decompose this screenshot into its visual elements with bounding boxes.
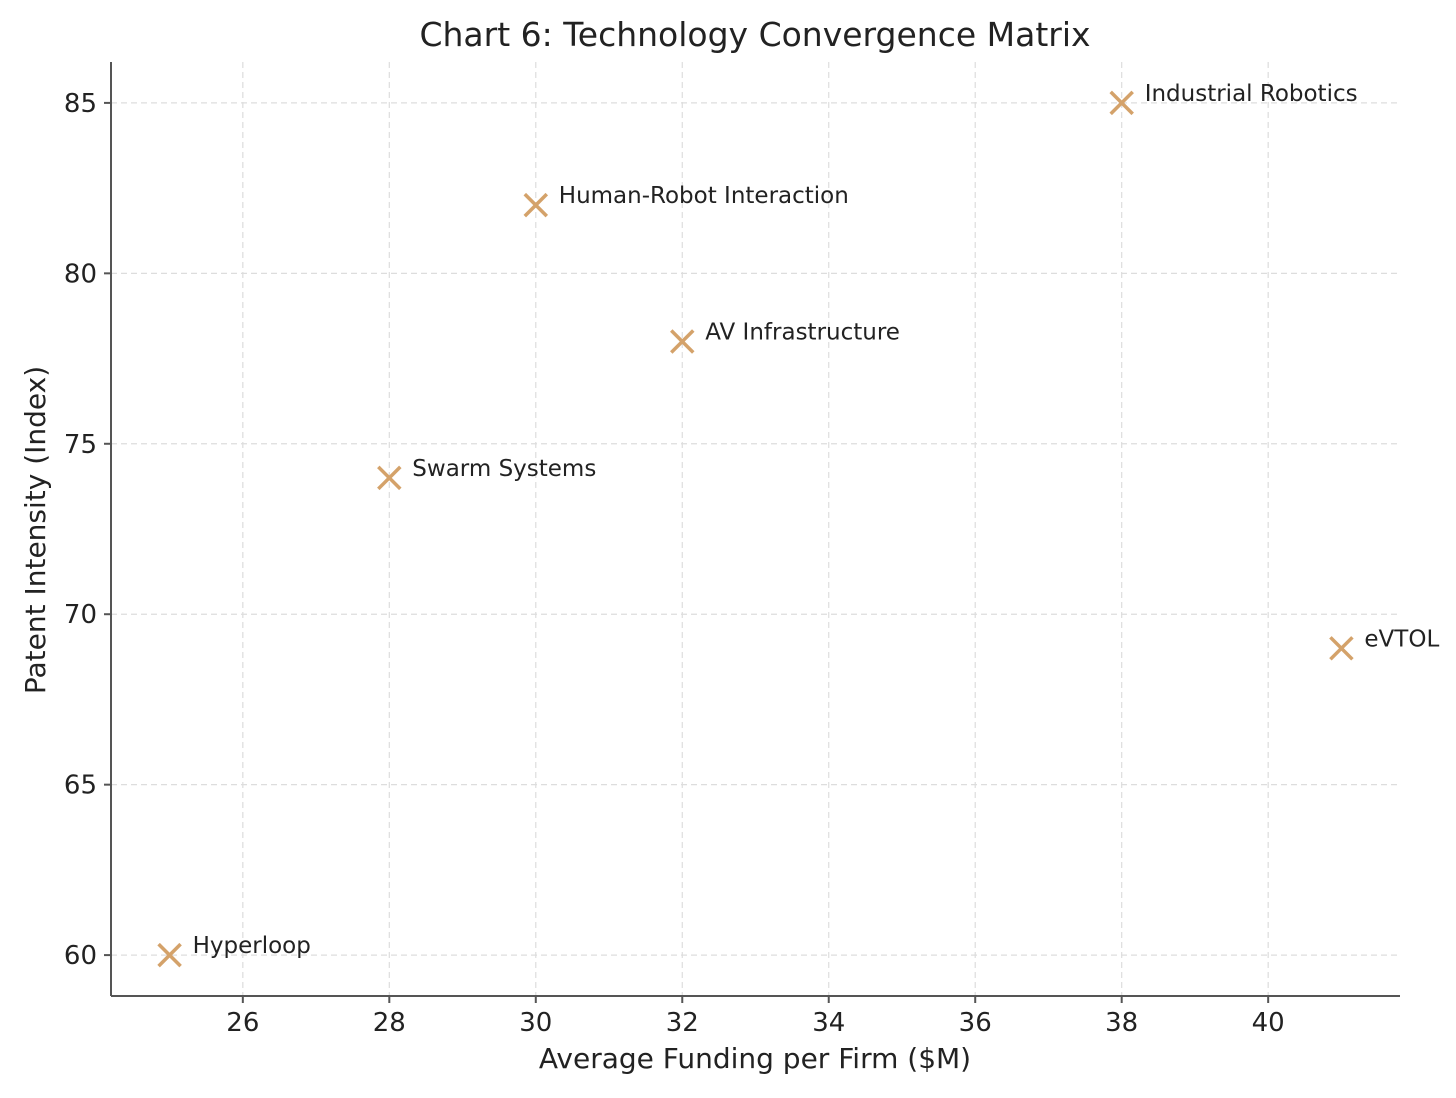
data-points: Industrial Robotics Human-Robot Interacti… <box>157 81 1439 968</box>
x-marker-stroke <box>1109 90 1134 116</box>
x-tick-label: 34 <box>812 1008 845 1038</box>
y-tick-label: 75 <box>64 430 97 460</box>
point-label: Swarm Systems <box>412 456 596 482</box>
x-tick-label: 40 <box>1252 1008 1285 1038</box>
x-tick-label: 26 <box>226 1008 259 1038</box>
point-label: Hyperloop <box>193 933 311 959</box>
point-label: eVTOL <box>1364 626 1439 652</box>
y-axis-label: Patent Intensity (Index) <box>19 366 52 694</box>
x-marker-stroke <box>377 465 402 491</box>
grid <box>111 62 1400 996</box>
y-tick-label: 85 <box>64 89 97 119</box>
point-label: AV Infrastructure <box>705 320 900 346</box>
x-tick-label: 38 <box>1105 1008 1138 1038</box>
y-tick-label: 70 <box>64 600 97 630</box>
x-marker-stroke <box>523 192 549 218</box>
x-tick-label: 36 <box>959 1008 992 1038</box>
y-tick-label: 65 <box>64 771 97 801</box>
x-tick-label: 28 <box>373 1008 406 1038</box>
x-marker-stroke <box>157 942 182 968</box>
x-marker-stroke <box>1329 636 1354 661</box>
y-tick-label: 60 <box>64 941 97 971</box>
x-axis-label: Average Funding per Firm ($M) <box>539 1042 971 1075</box>
data-point: Hyperloop <box>157 933 311 968</box>
x-marker-stroke <box>670 329 695 354</box>
axes <box>110 62 1400 997</box>
x-tick-label: 30 <box>519 1008 552 1038</box>
data-point: Human-Robot Interaction <box>523 183 849 218</box>
point-label: Industrial Robotics <box>1145 81 1358 107</box>
data-point: Industrial Robotics <box>1109 81 1358 116</box>
x-tick-label: 32 <box>666 1008 699 1038</box>
data-point: AV Infrastructure <box>670 320 900 354</box>
chart-title: Chart 6: Technology Convergence Matrix <box>419 15 1090 54</box>
data-point: Swarm Systems <box>377 456 596 491</box>
y-tick-label: 80 <box>64 259 97 289</box>
ticks: 26 28 30 32 34 36 38 40 60 65 70 75 80 85 <box>64 89 1285 1038</box>
data-point: eVTOL <box>1329 626 1439 661</box>
point-label: Human-Robot Interaction <box>559 183 849 209</box>
